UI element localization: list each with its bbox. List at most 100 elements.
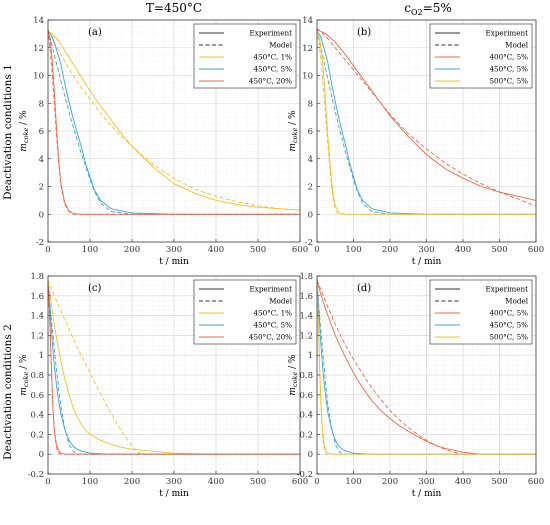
column-title-right-subscript: O2 bbox=[411, 8, 423, 17]
legend-label: Model bbox=[269, 297, 293, 306]
y-tick-label: 14 bbox=[302, 16, 313, 26]
legend-label: 450°C, 20% bbox=[249, 77, 292, 86]
column-title-right-c: c bbox=[404, 1, 411, 15]
y-tick-label: 1.8 bbox=[299, 272, 313, 282]
x-tick-label: 400 bbox=[208, 477, 224, 487]
y-axis-label: mcoke / % bbox=[19, 354, 30, 396]
y-tick-label: 0 bbox=[308, 210, 313, 220]
y-tick-label: 6 bbox=[39, 127, 44, 137]
y-tick-label: 0.2 bbox=[30, 430, 44, 440]
legend-label: 400°C, 5% bbox=[489, 53, 528, 62]
y-tick-label: 4 bbox=[39, 155, 44, 165]
y-tick-label: 1.2 bbox=[30, 331, 44, 341]
y-axis-label: mcoke / % bbox=[288, 110, 299, 152]
y-tick-label: 0 bbox=[39, 450, 44, 460]
x-tick-label: 0 bbox=[45, 477, 50, 487]
y-tick-label: 1 bbox=[308, 351, 313, 361]
x-tick-label: 300 bbox=[418, 245, 434, 255]
y-tick-label: 1.6 bbox=[299, 292, 313, 302]
legend-label: 450°C, 5% bbox=[489, 65, 528, 74]
chart-panel: 0 100 200 300 400 500 600-0.200.20.40.60.811.2… bbox=[288, 272, 544, 499]
x-axis-label: t / min bbox=[412, 257, 442, 267]
x-tick-label: 100 bbox=[82, 477, 98, 487]
y-tick-label: 14 bbox=[33, 16, 44, 26]
y-axis-label-subscript: coke bbox=[291, 372, 299, 387]
x-tick-label: 0 bbox=[45, 245, 50, 255]
series-line-experiment bbox=[47, 30, 300, 215]
y-axis-label-main: m bbox=[288, 143, 298, 152]
y-axis-label-unit: / % bbox=[288, 354, 298, 372]
legend-label: Experiment bbox=[250, 29, 293, 38]
y-tick-label: 0.8 bbox=[299, 371, 313, 381]
y-tick-label: 0.6 bbox=[30, 391, 44, 401]
y-tick-label: 1.6 bbox=[30, 292, 44, 302]
y-axis-label-subscript: coke bbox=[22, 128, 30, 143]
series-line-model bbox=[316, 29, 536, 215]
x-tick-label: 0 bbox=[314, 477, 319, 487]
series-line-experiment bbox=[316, 29, 537, 201]
panel-label: (b) bbox=[357, 27, 371, 38]
legend-label: Model bbox=[505, 41, 529, 50]
y-axis-label: mcoke / % bbox=[19, 110, 30, 152]
column-title-right: cO2=5% bbox=[404, 1, 451, 17]
series-line-model bbox=[316, 27, 537, 207]
legend: Experiment Model 450°C, 1% 450°C, 5% 450°C, … bbox=[193, 279, 297, 345]
series-line-model bbox=[47, 29, 301, 211]
x-tick-label: 600 bbox=[528, 245, 544, 255]
x-tick-label: 400 bbox=[455, 477, 471, 487]
y-tick-label: 1.4 bbox=[299, 312, 313, 322]
series-line-experiment bbox=[316, 285, 536, 455]
y-axis-label-unit: / % bbox=[19, 354, 29, 372]
y-tick-label: 1.4 bbox=[30, 312, 44, 322]
series-line-experiment bbox=[47, 30, 300, 215]
y-tick-label: 6 bbox=[308, 127, 313, 137]
x-tick-label: 0 bbox=[314, 245, 319, 255]
x-tick-label: 500 bbox=[491, 245, 507, 255]
legend: Experiment Model 450°C, 1% 450°C, 5% 450°C, … bbox=[193, 23, 297, 89]
y-tick-label: -0.2 bbox=[28, 470, 44, 480]
x-axis-label: t / min bbox=[159, 257, 189, 267]
row-title-bottom: Deactivation conditions 2 bbox=[2, 324, 14, 460]
x-tick-label: 500 bbox=[491, 477, 507, 487]
y-axis-label: mcoke / % bbox=[288, 354, 299, 396]
legend: Experiment Model 400°C, 5% 450°C, 5% 500°C, … bbox=[429, 23, 533, 89]
y-tick-label: 4 bbox=[308, 155, 313, 165]
series-line-model bbox=[316, 279, 536, 455]
legend-label: 500°C, 5% bbox=[489, 77, 528, 86]
legend-label: Model bbox=[505, 297, 529, 306]
legend-box bbox=[193, 279, 297, 345]
chart-panel: 0 100 200 300 400 500 600-0.200.20.40.60.811.2… bbox=[19, 272, 308, 499]
y-tick-label: -2 bbox=[305, 238, 313, 248]
legend-label: 450°C, 5% bbox=[489, 321, 528, 330]
y-tick-label: 8 bbox=[39, 99, 44, 109]
x-tick-label: 600 bbox=[292, 477, 308, 487]
y-tick-label: 12 bbox=[302, 44, 313, 54]
legend-label: 450°C, 5% bbox=[253, 321, 292, 330]
legend-box bbox=[429, 279, 533, 345]
y-tick-label: 2 bbox=[308, 183, 313, 193]
x-tick-label: 100 bbox=[345, 245, 361, 255]
x-tick-label: 100 bbox=[82, 245, 98, 255]
legend-label: 450°C, 20% bbox=[249, 333, 292, 342]
x-tick-label: 500 bbox=[250, 245, 266, 255]
x-tick-label: 100 bbox=[345, 477, 361, 487]
panel-label: (c) bbox=[88, 283, 102, 294]
x-tick-label: 300 bbox=[166, 477, 182, 487]
legend-label: Experiment bbox=[486, 29, 529, 38]
y-axis-label-main: m bbox=[288, 387, 298, 396]
legend-label: 450°C, 5% bbox=[253, 65, 292, 74]
y-axis-label-main: m bbox=[19, 387, 29, 396]
y-axis-label-subscript: coke bbox=[291, 128, 299, 143]
column-title-left: T=450°C bbox=[146, 1, 202, 15]
column-title-right-value: =5% bbox=[423, 1, 452, 15]
y-axis-label-subscript: coke bbox=[22, 372, 30, 387]
y-axis-label-unit: / % bbox=[19, 110, 29, 128]
x-tick-label: 400 bbox=[208, 245, 224, 255]
y-tick-label: 12 bbox=[33, 44, 44, 54]
series-line-experiment bbox=[47, 30, 301, 211]
legend-box bbox=[429, 23, 533, 89]
x-tick-label: 200 bbox=[124, 245, 140, 255]
